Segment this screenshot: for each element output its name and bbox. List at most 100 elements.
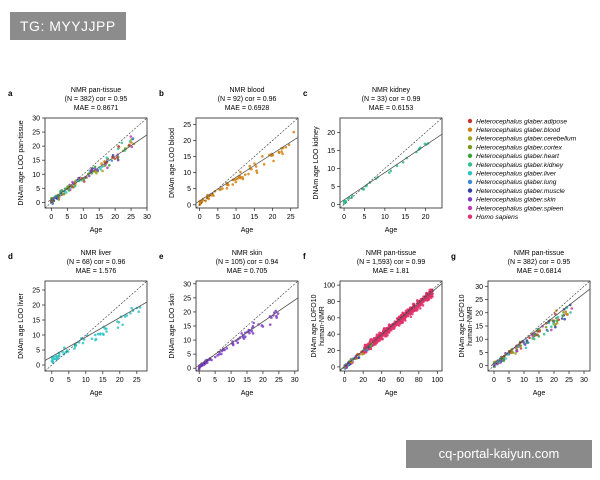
data-point (570, 307, 574, 310)
data-point (362, 188, 365, 191)
y-tick-label: 25 (475, 297, 483, 304)
chart-mae: MAE = 1.81 (373, 268, 410, 275)
legend-marker (467, 127, 473, 132)
identity-line (196, 118, 298, 208)
y-axis-label: DNAm age LOO skin (169, 293, 176, 358)
data-point (428, 288, 432, 292)
data-point (528, 336, 531, 340)
data-point (374, 341, 378, 344)
y-tick-label: 5 (187, 186, 191, 193)
y-tick-label: 0 (331, 202, 335, 209)
x-tick-label: 5 (507, 377, 511, 384)
y-tick-label: 10 (32, 333, 40, 340)
data-point (62, 192, 65, 196)
data-point (261, 325, 265, 328)
panel-c: c NMR kidney (N = 33) cor = 0.99 MAE = 0.61… (303, 87, 443, 234)
x-tick-label: 10 (227, 377, 235, 384)
data-point (560, 317, 564, 320)
y-tick-label: 0 (331, 364, 335, 371)
identity-line (45, 118, 147, 208)
data-point (234, 180, 238, 184)
data-point (247, 172, 250, 176)
y-axis-label-line2: human-NMR (467, 306, 474, 346)
data-point (129, 311, 132, 315)
x-tick-label: 25 (133, 377, 141, 384)
data-point (253, 162, 256, 165)
identity-line (488, 281, 590, 371)
data-point (50, 359, 54, 363)
y-tick-label: 60 (327, 315, 335, 322)
data-point (561, 314, 564, 318)
data-point (409, 315, 413, 319)
y-tick-label: 0 (479, 363, 483, 370)
y-axis-label: DNAm age LOFO10 (311, 294, 318, 357)
x-axis-label: Age (385, 227, 398, 234)
x-tick-label: 40 (378, 377, 386, 384)
data-point (130, 141, 133, 144)
data-point (225, 186, 229, 190)
data-point (73, 347, 76, 350)
x-tick-label: 5 (216, 214, 220, 221)
x-tick-label: 25 (275, 377, 283, 384)
data-point (544, 325, 548, 329)
data-point (562, 311, 565, 314)
data-point (515, 349, 519, 353)
data-point (531, 334, 534, 337)
data-point (251, 332, 255, 335)
data-point (57, 354, 61, 358)
panel-letter: g (451, 252, 456, 261)
legend-marker (467, 118, 473, 124)
data-point (82, 180, 86, 183)
y-tick-label: 20 (327, 348, 335, 355)
x-axis-label: Age (90, 390, 103, 397)
panel-letter: c (303, 89, 308, 98)
legend-entry: Heterocephalus glaber.liver (476, 171, 557, 178)
data-point (369, 338, 373, 341)
data-point (511, 351, 515, 354)
plot-area (196, 281, 298, 371)
y-tick-label: 15 (183, 154, 191, 161)
legend-marker (467, 162, 473, 167)
data-point (103, 327, 107, 330)
data-point (87, 174, 91, 178)
data-point (275, 314, 278, 318)
legend-marker (467, 136, 473, 141)
regression-line (340, 283, 442, 371)
data-point (117, 144, 120, 148)
y-tick-label: 0 (36, 200, 40, 207)
x-tick-label: 0 (50, 377, 54, 384)
y-tick-label: 5 (187, 352, 191, 359)
y-tick-label: 20 (183, 309, 191, 316)
x-tick-label: 60 (396, 377, 404, 384)
legend-marker (467, 214, 473, 219)
data-point (426, 298, 430, 301)
y-tick-label: 25 (32, 130, 40, 137)
data-point (409, 312, 412, 316)
y-tick-label: 100 (323, 283, 335, 290)
data-point (563, 317, 566, 321)
data-point (255, 171, 259, 175)
data-point (242, 337, 246, 340)
data-point (277, 150, 281, 154)
data-point (284, 145, 288, 149)
data-point (111, 153, 115, 157)
x-tick-label: 0 (342, 214, 346, 221)
data-point (385, 326, 389, 330)
legend-marker (467, 205, 473, 211)
identity-line (45, 281, 147, 371)
x-tick-label: 5 (67, 377, 71, 384)
y-tick-label: 20 (327, 130, 335, 137)
panel-b: b NMR blood (N = 92) cor = 0.96 MAE = 0.692… (159, 87, 299, 234)
data-point (287, 143, 291, 147)
data-point (64, 350, 67, 354)
x-tick-label: 20 (116, 377, 124, 384)
data-point (519, 347, 523, 350)
panel-g: g NMR pan-tissue (N = 382) cor = 0.95 MAE =… (451, 250, 591, 397)
y-tick-label: 25 (32, 288, 40, 295)
legend-entry: Heterocephalus glaber.muscle (476, 188, 565, 195)
y-tick-label: 40 (327, 332, 335, 339)
legend-entry: Heterocephalus glaber.lung (476, 179, 557, 186)
panel-letter: b (159, 89, 164, 98)
legend-marker (467, 144, 473, 150)
data-point (100, 165, 104, 169)
